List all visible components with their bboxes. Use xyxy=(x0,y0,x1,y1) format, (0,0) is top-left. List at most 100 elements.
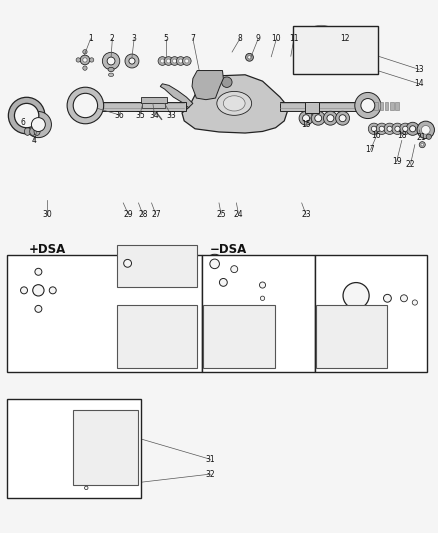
Bar xyxy=(203,305,275,368)
Ellipse shape xyxy=(74,469,88,475)
Ellipse shape xyxy=(224,302,233,308)
Circle shape xyxy=(323,111,337,125)
Ellipse shape xyxy=(108,67,114,71)
Circle shape xyxy=(22,421,66,464)
Text: 29: 29 xyxy=(124,210,133,219)
Circle shape xyxy=(399,123,411,134)
Polygon shape xyxy=(192,70,223,100)
Circle shape xyxy=(259,282,265,288)
Circle shape xyxy=(205,254,224,273)
Ellipse shape xyxy=(354,302,364,308)
Ellipse shape xyxy=(83,50,87,54)
Ellipse shape xyxy=(76,58,81,62)
Text: 33: 33 xyxy=(166,110,176,119)
Ellipse shape xyxy=(177,56,185,66)
Circle shape xyxy=(210,259,219,269)
Ellipse shape xyxy=(261,310,264,313)
Ellipse shape xyxy=(120,336,131,343)
Ellipse shape xyxy=(242,319,252,325)
Ellipse shape xyxy=(318,319,327,325)
Ellipse shape xyxy=(150,263,166,272)
Ellipse shape xyxy=(142,336,152,343)
Text: 13: 13 xyxy=(414,65,424,74)
Circle shape xyxy=(395,126,400,132)
Circle shape xyxy=(303,115,310,122)
Bar xyxy=(305,102,319,113)
Circle shape xyxy=(336,111,350,125)
Ellipse shape xyxy=(100,418,114,424)
Ellipse shape xyxy=(163,319,174,325)
Circle shape xyxy=(406,122,419,135)
Text: 28: 28 xyxy=(138,210,148,219)
Ellipse shape xyxy=(163,336,174,343)
Bar xyxy=(141,97,167,103)
Bar xyxy=(315,255,427,373)
Circle shape xyxy=(32,118,46,132)
Circle shape xyxy=(129,58,135,64)
Circle shape xyxy=(32,457,36,462)
Circle shape xyxy=(255,278,269,292)
Text: 3: 3 xyxy=(132,34,137,43)
Text: −DSA: −DSA xyxy=(209,243,247,256)
Ellipse shape xyxy=(217,91,252,115)
Text: 22: 22 xyxy=(406,160,415,169)
Bar xyxy=(202,255,315,373)
Ellipse shape xyxy=(421,143,424,146)
Ellipse shape xyxy=(150,270,166,278)
Circle shape xyxy=(332,272,380,320)
Ellipse shape xyxy=(205,336,215,343)
Ellipse shape xyxy=(74,401,88,407)
Circle shape xyxy=(222,77,232,87)
Circle shape xyxy=(42,462,46,466)
Circle shape xyxy=(8,98,45,134)
Ellipse shape xyxy=(142,319,152,325)
Circle shape xyxy=(31,301,46,317)
Circle shape xyxy=(33,285,44,296)
Ellipse shape xyxy=(83,66,87,70)
Circle shape xyxy=(85,486,88,490)
Text: 5: 5 xyxy=(163,34,168,43)
Bar xyxy=(34,345,43,350)
Ellipse shape xyxy=(124,281,131,284)
Text: 2: 2 xyxy=(110,34,115,43)
Text: 27: 27 xyxy=(151,210,161,219)
Ellipse shape xyxy=(80,55,90,64)
Polygon shape xyxy=(182,75,289,133)
Text: 9: 9 xyxy=(256,34,261,43)
Circle shape xyxy=(257,293,268,303)
Circle shape xyxy=(25,447,30,451)
Ellipse shape xyxy=(100,469,114,475)
Circle shape xyxy=(14,413,74,472)
Bar xyxy=(316,305,388,368)
Ellipse shape xyxy=(74,435,88,441)
Ellipse shape xyxy=(318,336,327,343)
Ellipse shape xyxy=(354,354,364,360)
Ellipse shape xyxy=(74,418,88,424)
Circle shape xyxy=(52,423,57,427)
Ellipse shape xyxy=(150,276,166,285)
Circle shape xyxy=(376,123,388,134)
Circle shape xyxy=(400,295,407,302)
Circle shape xyxy=(28,279,49,301)
Bar xyxy=(369,102,373,110)
Bar xyxy=(73,410,138,484)
Ellipse shape xyxy=(100,452,114,458)
Circle shape xyxy=(396,290,412,306)
Text: 32: 32 xyxy=(205,470,215,479)
Text: 10: 10 xyxy=(272,34,281,43)
Ellipse shape xyxy=(248,55,251,59)
Ellipse shape xyxy=(170,56,179,66)
Text: 25: 25 xyxy=(216,210,226,219)
Ellipse shape xyxy=(83,58,87,62)
Circle shape xyxy=(384,294,391,302)
Circle shape xyxy=(315,115,322,122)
Ellipse shape xyxy=(179,59,183,63)
Ellipse shape xyxy=(240,308,246,314)
Ellipse shape xyxy=(89,58,94,62)
Circle shape xyxy=(82,483,91,492)
Ellipse shape xyxy=(30,127,36,135)
Bar xyxy=(374,102,378,110)
Circle shape xyxy=(35,305,42,312)
Circle shape xyxy=(392,123,403,134)
Circle shape xyxy=(360,272,366,277)
